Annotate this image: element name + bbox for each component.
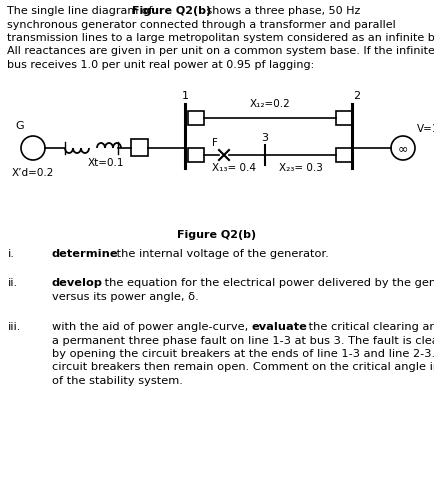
Text: the internal voltage of the generator.: the internal voltage of the generator.: [113, 249, 329, 259]
Text: transmission lines to a large metropolitan system considered as an infinite bus.: transmission lines to a large metropolit…: [7, 33, 434, 43]
Text: X₁₃= 0.4: X₁₃= 0.4: [213, 163, 256, 173]
Text: bus receives 1.0 per unit real power at 0.95 pf lagging:: bus receives 1.0 per unit real power at …: [7, 60, 314, 70]
Text: i.: i.: [8, 249, 15, 259]
Text: X₂₃= 0.3: X₂₃= 0.3: [279, 163, 322, 173]
Text: of the stability system.: of the stability system.: [52, 376, 183, 386]
Text: synchronous generator connected through a transformer and parallel: synchronous generator connected through …: [7, 19, 396, 29]
Text: versus its power angle, δ.: versus its power angle, δ.: [52, 292, 199, 302]
Text: shows a three phase, 50 Hz: shows a three phase, 50 Hz: [203, 6, 360, 16]
Text: by opening the circuit breakers at the ends of line 1-3 and line 2-3. This: by opening the circuit breakers at the e…: [52, 349, 434, 359]
Text: 1: 1: [181, 91, 188, 101]
Text: iii.: iii.: [8, 322, 21, 332]
Text: 2: 2: [353, 91, 361, 101]
Text: determine: determine: [52, 249, 118, 259]
Text: Figure Q2(b): Figure Q2(b): [178, 230, 256, 240]
Text: Figure Q2(b): Figure Q2(b): [132, 6, 211, 16]
Text: V=1.0: V=1.0: [417, 124, 434, 134]
Text: X’d=0.2: X’d=0.2: [12, 168, 54, 178]
Text: ∞: ∞: [398, 143, 408, 156]
Bar: [336, 148, 352, 162]
Text: a permanent three phase fault on line 1-3 at bus 3. The fault is cleared: a permanent three phase fault on line 1-…: [52, 335, 434, 345]
Text: 3: 3: [262, 133, 269, 143]
Bar: [188, 111, 204, 125]
Text: evaluate: evaluate: [252, 322, 308, 332]
Text: The single line diagram of: The single line diagram of: [7, 6, 156, 16]
Bar: [188, 148, 204, 162]
Text: circuit breakers then remain open. Comment on the critical angle in term: circuit breakers then remain open. Comme…: [52, 362, 434, 372]
Bar: [131, 139, 148, 156]
Text: Xt=0.1: Xt=0.1: [88, 158, 124, 168]
Text: the equation for the electrical power delivered by the generator: the equation for the electrical power de…: [101, 278, 434, 288]
Text: develop: develop: [52, 278, 103, 288]
Text: F: F: [212, 138, 218, 148]
Text: G: G: [16, 121, 24, 131]
Text: ii.: ii.: [8, 278, 18, 288]
Text: the critical clearing angle for: the critical clearing angle for: [305, 322, 434, 332]
Bar: [336, 111, 352, 125]
Text: All reactances are given in per unit on a common system base. If the infinite: All reactances are given in per unit on …: [7, 47, 434, 57]
Text: with the aid of power angle-curve,: with the aid of power angle-curve,: [52, 322, 252, 332]
Text: X₁₂=0.2: X₁₂=0.2: [250, 99, 290, 109]
